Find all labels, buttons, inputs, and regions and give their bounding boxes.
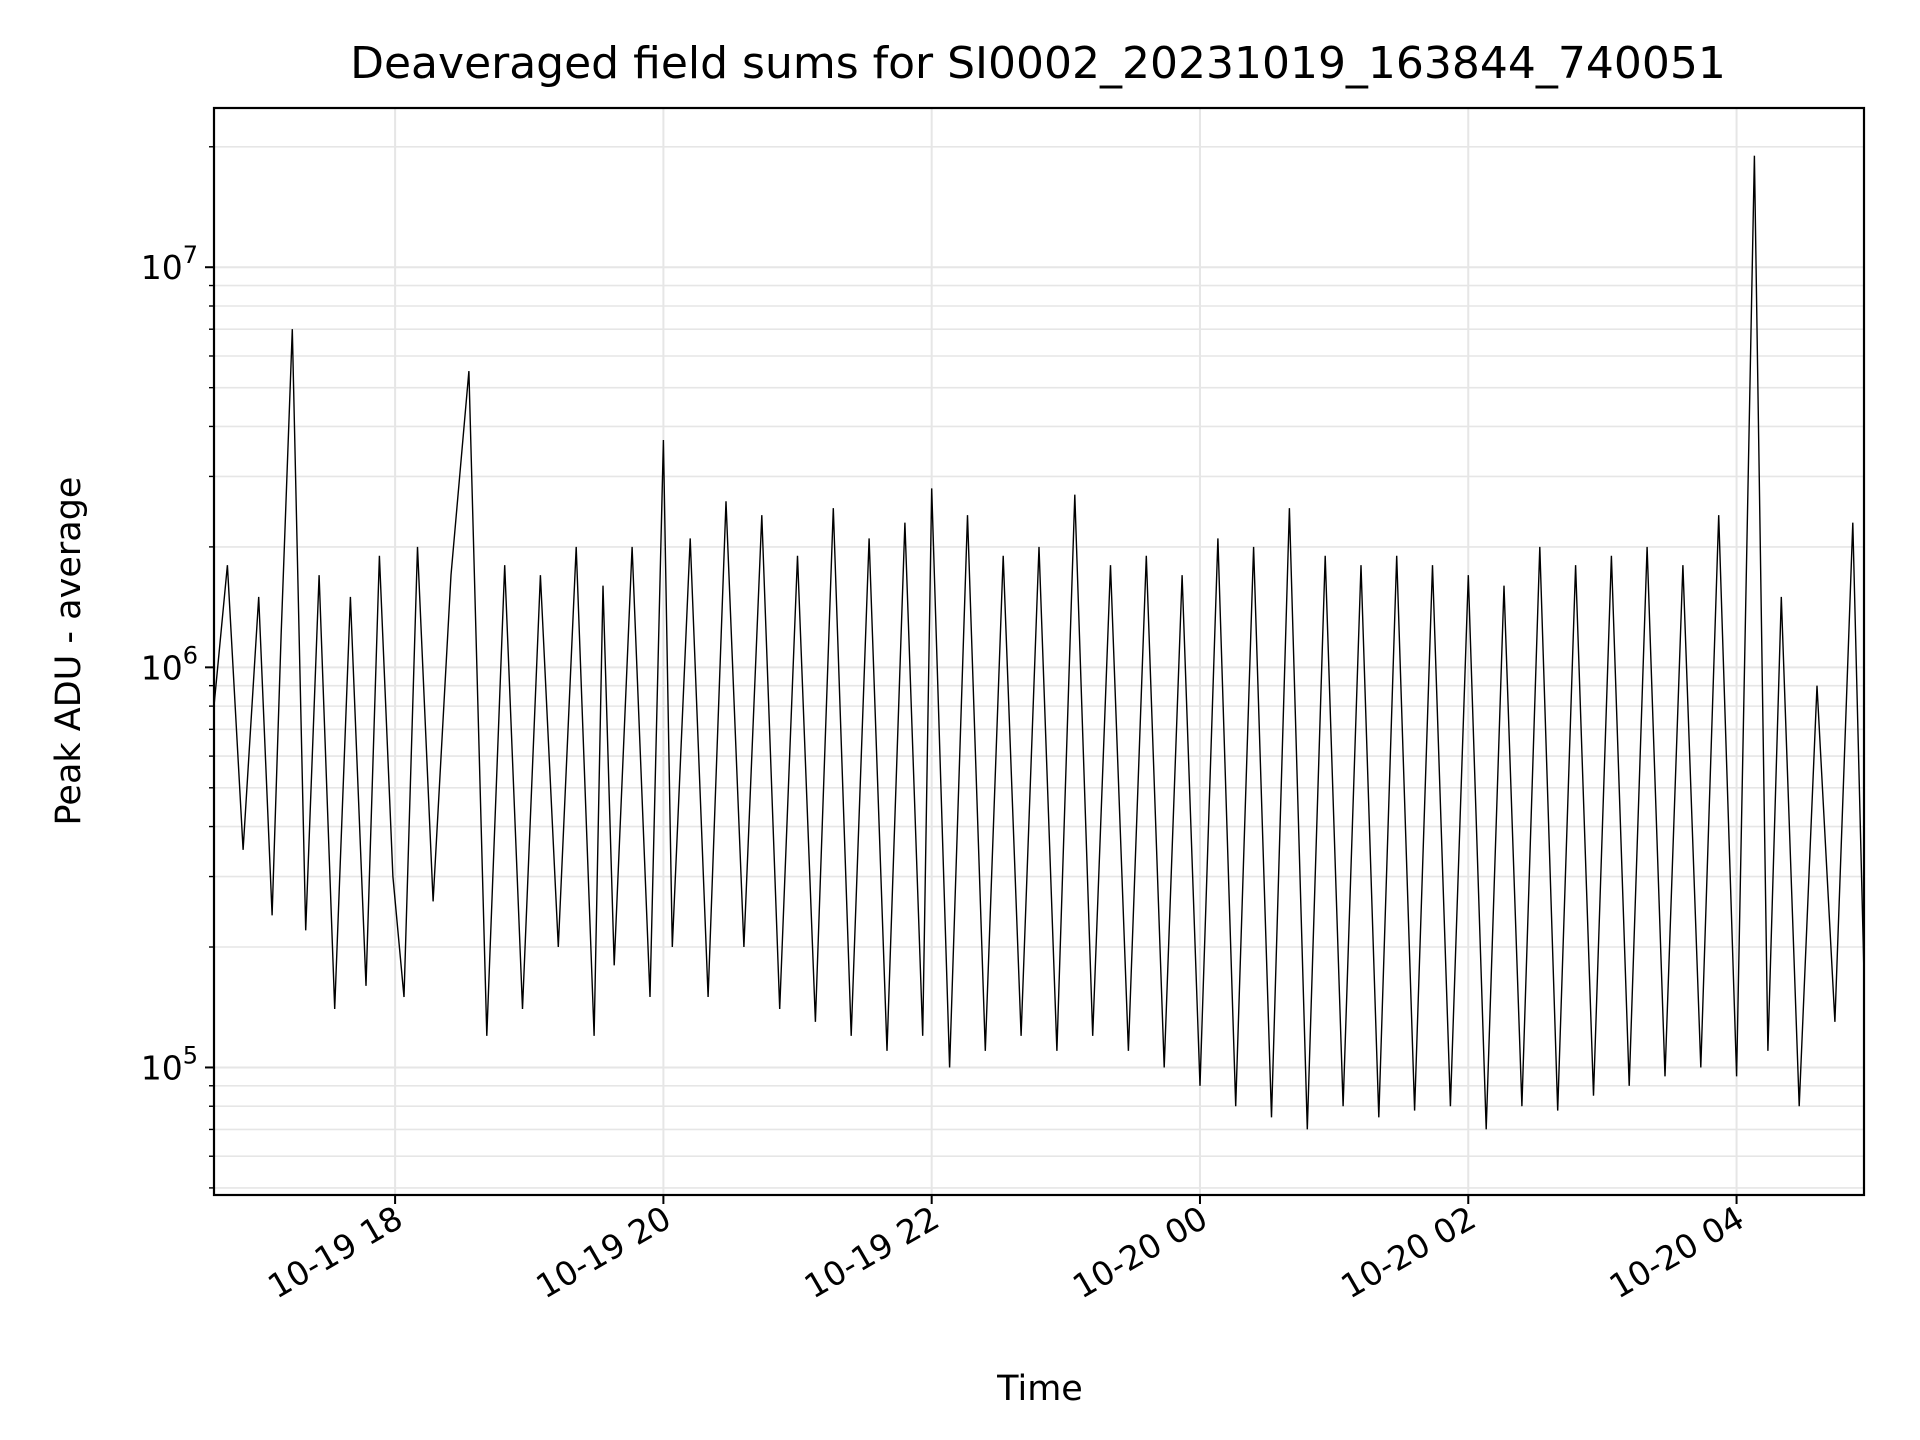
y-tick-label: 105 [141,1041,198,1087]
y-tick-label: 107 [141,241,198,287]
y-tick-label-base: 10 [141,648,183,687]
chart-title: Deaveraged field sums for SI0002_2023101… [350,38,1726,89]
x-tick-label: 10-19 18 [261,1198,409,1306]
y-tick-label-exponent: 6 [183,641,198,669]
grid [214,108,1864,1195]
series-line [213,155,1865,1130]
x-tick-label: 10-19 20 [529,1198,677,1306]
x-axis-label: Time [996,1369,1083,1409]
plot-frame [212,106,1866,1197]
series [213,155,1865,1130]
x-tick-label: 10-20 04 [1603,1198,1751,1306]
x-tick-label: 10-19 22 [798,1198,946,1306]
y-tick-label-exponent: 5 [183,1041,198,1069]
x-tick-label: 10-20 02 [1334,1198,1482,1306]
y-tick-label-base: 10 [141,1048,183,1087]
x-axis: 10-19 18 10-19 20 10-19 22 10-20 00 10-20 02… [261,1195,1751,1306]
y-tick-label-exponent: 7 [183,241,198,269]
y-tick-label: 106 [141,641,198,687]
y-tick-label-base: 10 [141,248,183,287]
x-tick-label: 10-20 00 [1066,1198,1214,1306]
y-axis-label: Peak ADU - average [49,477,89,826]
